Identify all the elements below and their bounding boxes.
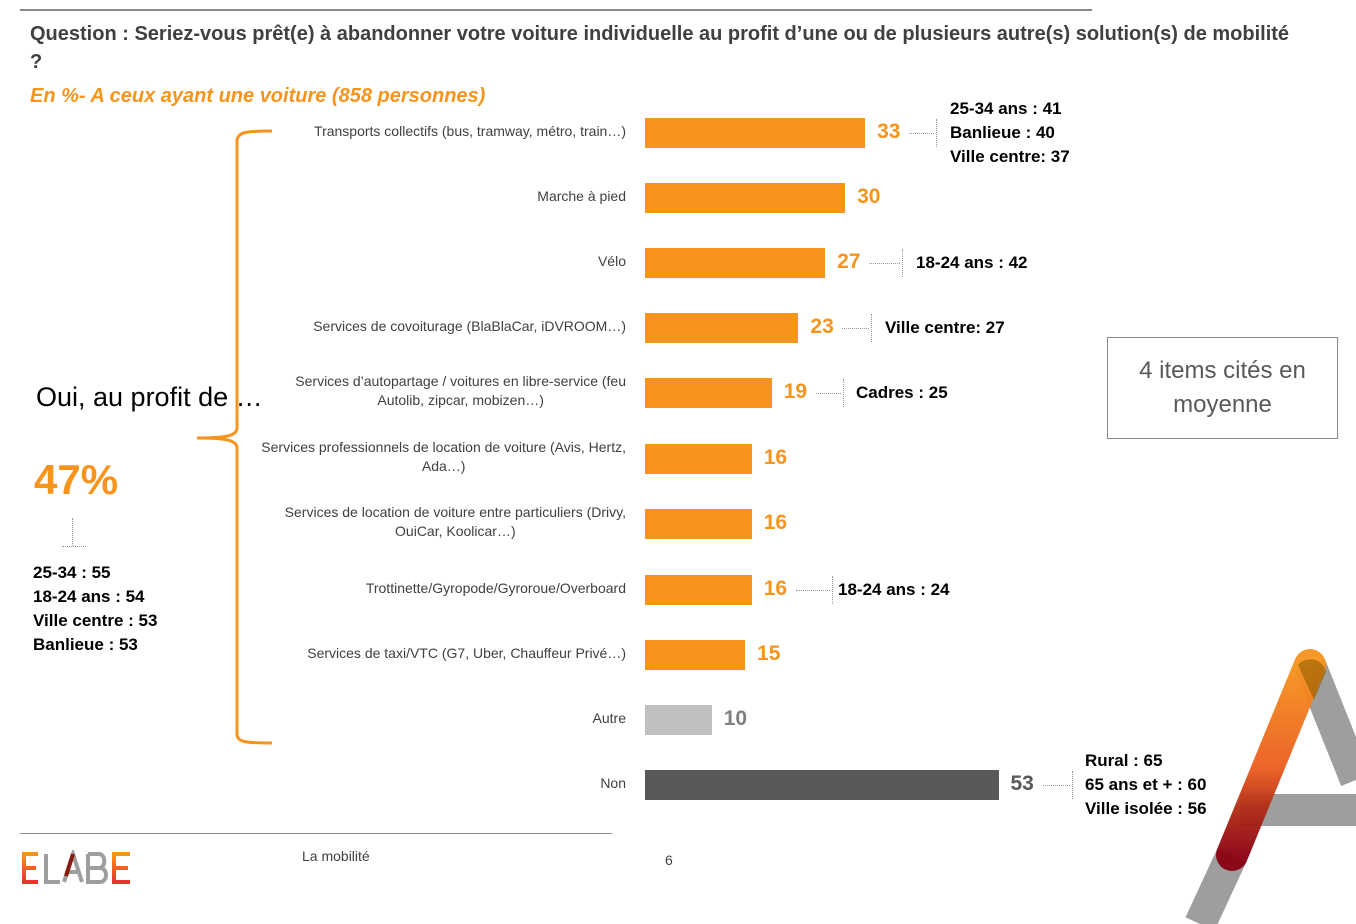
bar-oui (645, 248, 826, 278)
subgroup-callout: 18-24 ans : 42 (916, 251, 1028, 275)
category-label: Services de location de voiture entre pa… (285, 503, 626, 541)
base-subtitle: En %- A ceux ayant une voiture (858 pers… (30, 85, 486, 107)
category-label-line: Services de taxi/VTC (G7, Uber, Chauffeu… (307, 644, 626, 661)
category-label: Services de taxi/VTC (G7, Uber, Chauffeu… (307, 644, 626, 663)
category-label: Services d’autopartage / voitures en lib… (295, 372, 626, 410)
oui-percentage: 47% (34, 456, 119, 503)
callout-connector-v (843, 379, 844, 407)
subgroup-callout-line: 65 ans et + : 60 (1085, 775, 1207, 794)
category-label: Non (600, 774, 626, 793)
category-label-line: Trottinette/Gyropode/Gyroroue/Overboard (365, 579, 626, 596)
callout-connector-h (842, 328, 869, 329)
question-title: Question : Seriez-vous prêt(e) à abandon… (30, 23, 1290, 73)
oui-callout-line: 25-34 : 55 (33, 563, 111, 582)
page-number: 6 (665, 852, 673, 868)
bar-autre (645, 705, 712, 735)
bar-value-label: 23 (810, 315, 834, 338)
subgroup-callout-line: Cadres : 25 (856, 383, 948, 402)
subgroup-callout-line: Ville centre: 37 (950, 147, 1070, 166)
subgroup-callout: Ville centre: 27 (885, 316, 1005, 340)
footer-section-title: La mobilité (302, 848, 370, 864)
subgroup-callout: Cadres : 25 (856, 381, 948, 405)
bar-value-label: 30 (857, 185, 881, 208)
category-label-line: Autolib, zipcar, mobizen…) (377, 392, 544, 408)
bar-value-label: 33 (877, 120, 901, 143)
bar-oui (645, 183, 846, 213)
callout-connector-v (902, 249, 903, 277)
bar-value-label: 15 (757, 642, 781, 665)
callout-connector-h (1042, 785, 1070, 786)
bar-value-label: 16 (763, 577, 788, 600)
category-label: Transports collectifs (bus, tramway, mét… (314, 122, 626, 141)
bar-value-label: 10 (723, 707, 748, 730)
bar-oui (645, 118, 866, 148)
bar-oui (645, 444, 752, 474)
decorative-a-logo-icon (1185, 649, 1356, 924)
category-label-line: Ada…) (421, 458, 466, 474)
category-label: Services professionnels de location de v… (261, 438, 626, 476)
average-items-box: 4 items cités en moyenne (1107, 337, 1338, 439)
oui-callout-line: 18-24 ans : 54 (33, 587, 145, 606)
category-label-line: Transports collectifs (bus, tramway, mét… (314, 122, 626, 139)
footer-divider (20, 833, 612, 834)
subgroup-callout-line: 18-24 ans : 42 (916, 253, 1028, 272)
bar-value-label: 27 (837, 250, 861, 273)
subgroup-callout-line: Ville centre: 27 (885, 318, 1005, 337)
subgroup-callout-line: 25-34 ans : 41 (950, 99, 1062, 118)
callout-connector-v (936, 119, 937, 147)
bar-oui (645, 640, 746, 670)
subgroup-callout-line: Banlieue : 40 (950, 123, 1055, 142)
category-label-line: Marche à pied (537, 187, 626, 204)
oui-connector-h (62, 546, 86, 547)
category-label: Trottinette/Gyropode/Gyroroue/Overboard (366, 579, 626, 598)
category-label-line: Autre (592, 709, 626, 726)
bar-oui (645, 509, 752, 539)
subgroup-callout: 25-34 ans : 41 Banlieue : 40 Ville centre:… (950, 97, 1070, 169)
subgroup-callout-line: 18-24 ans : 24 (838, 580, 950, 599)
oui-callout: 25-34 : 55 18-24 ans : 54 Ville centre :… (33, 561, 157, 657)
category-label-line: Vélo (597, 252, 626, 269)
category-label-line: OuiCar, Koolicar…) (395, 523, 516, 539)
bar-value-label: 16 (763, 511, 788, 534)
callout-connector-h (869, 263, 900, 264)
bar-value-label: 53 (1010, 772, 1034, 795)
elabe-logo (22, 850, 130, 884)
oui-callout-line: Banlieue : 53 (33, 635, 138, 654)
callout-connector-v (832, 576, 833, 604)
callout-connector-h (909, 133, 934, 134)
oui-label: Oui, au profit de … (36, 382, 263, 412)
oui-callout-line: Ville centre : 53 (33, 611, 158, 630)
category-label-line: Services professionnels de location de v… (261, 439, 626, 455)
category-label: Vélo (598, 252, 626, 271)
bar-oui (645, 378, 772, 408)
bar-non (645, 770, 999, 800)
category-label: Autre (593, 709, 626, 728)
subgroup-callout-line: Ville isolée : 56 (1085, 799, 1207, 818)
category-label-line: Services de location de voiture entre pa… (284, 504, 626, 520)
callout-connector-v (871, 314, 872, 342)
subgroup-callout-line: Rural : 65 (1085, 751, 1163, 770)
oui-connector-v (72, 518, 73, 546)
category-label: Services de covoiturage (BlaBlaCar, iDVR… (313, 317, 626, 336)
category-label: Marche à pied (537, 187, 626, 206)
top-divider (20, 9, 1092, 11)
callout-connector-h (815, 393, 841, 394)
bracket-brace (196, 129, 273, 745)
category-label-line: Services d’autopartage / voitures en lib… (295, 373, 626, 389)
bar-value-label: 19 (783, 380, 808, 403)
callout-connector-v (1072, 771, 1073, 799)
bar-oui (645, 313, 799, 343)
bar-value-label: 16 (763, 446, 788, 469)
category-label-line: Services de covoiturage (BlaBlaCar, iDVR… (313, 317, 626, 334)
bar-oui (645, 575, 752, 605)
category-label-line: Non (600, 774, 626, 791)
callout-connector-h (795, 590, 830, 591)
subgroup-callout: 18-24 ans : 24 (838, 578, 950, 602)
subgroup-callout: Rural : 65 65 ans et + : 60 Ville isolée :… (1085, 749, 1207, 821)
